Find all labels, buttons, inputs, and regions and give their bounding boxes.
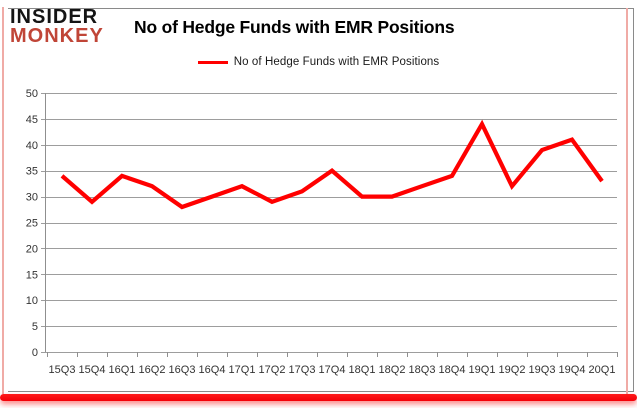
frame-right-accent — [626, 8, 628, 394]
legend-label: No of Hedge Funds with EMR Positions — [233, 56, 440, 68]
svg-text:18Q4: 18Q4 — [439, 364, 466, 376]
x-axis-labels: 15Q3 15Q4 16Q1 16Q2 16Q3 16Q4 17Q1 17Q2 17Q3 17Q4… — [49, 364, 616, 376]
svg-text:16Q3: 16Q3 — [169, 364, 196, 376]
svg-text:17Q4: 17Q4 — [319, 364, 346, 376]
svg-text:15: 15 — [26, 269, 38, 281]
gridlines — [41, 93, 618, 357]
frame-bottom-border — [8, 391, 634, 392]
svg-text:40: 40 — [26, 140, 38, 152]
svg-text:19Q3: 19Q3 — [529, 364, 556, 376]
svg-text:16Q4: 16Q4 — [199, 364, 226, 376]
chart-canvas: 0 5 10 15 20 25 30 35 40 45 50 15Q3 15Q4 16Q1 16Q2 16Q3… — [26, 88, 618, 376]
y-axis-labels: 0 5 10 15 20 25 30 35 40 45 50 — [26, 88, 38, 359]
svg-text:20: 20 — [26, 243, 38, 255]
svg-text:15Q4: 15Q4 — [79, 364, 106, 376]
bottom-red-accent-bar — [0, 394, 637, 401]
svg-text:5: 5 — [32, 321, 38, 333]
frame-right-border — [633, 8, 634, 392]
svg-text:18Q2: 18Q2 — [379, 364, 406, 376]
svg-text:18Q1: 18Q1 — [349, 364, 376, 376]
svg-text:50: 50 — [26, 88, 38, 100]
svg-text:17Q3: 17Q3 — [289, 364, 316, 376]
svg-text:17Q1: 17Q1 — [229, 364, 256, 376]
chart-legend: No of Hedge Funds with EMR Positions — [0, 56, 637, 68]
svg-text:19Q4: 19Q4 — [559, 364, 586, 376]
frame-top-border — [8, 8, 634, 9]
svg-text:45: 45 — [26, 114, 38, 126]
logo-line-monkey: MONKEY — [10, 25, 104, 48]
legend-line-swatch-icon — [197, 60, 228, 64]
svg-text:0: 0 — [32, 347, 38, 359]
svg-text:35: 35 — [26, 166, 38, 178]
svg-text:15Q3: 15Q3 — [49, 364, 76, 376]
svg-text:20Q1: 20Q1 — [589, 364, 616, 376]
insider-monkey-logo: INSIDER MONKEY — [10, 6, 104, 48]
svg-text:19Q1: 19Q1 — [469, 364, 496, 376]
svg-text:18Q3: 18Q3 — [409, 364, 436, 376]
logo-line-insider: INSIDER — [10, 6, 99, 28]
svg-text:25: 25 — [26, 218, 38, 230]
svg-text:16Q1: 16Q1 — [109, 364, 136, 376]
svg-text:10: 10 — [26, 295, 38, 307]
svg-text:17Q2: 17Q2 — [259, 364, 286, 376]
series-line — [60, 119, 604, 210]
svg-text:30: 30 — [26, 192, 38, 204]
svg-text:16Q2: 16Q2 — [139, 364, 166, 376]
svg-text:19Q2: 19Q2 — [499, 364, 526, 376]
chart-title: No of Hedge Funds with EMR Positions — [134, 17, 455, 37]
frame-left-accent — [2, 7, 4, 394]
